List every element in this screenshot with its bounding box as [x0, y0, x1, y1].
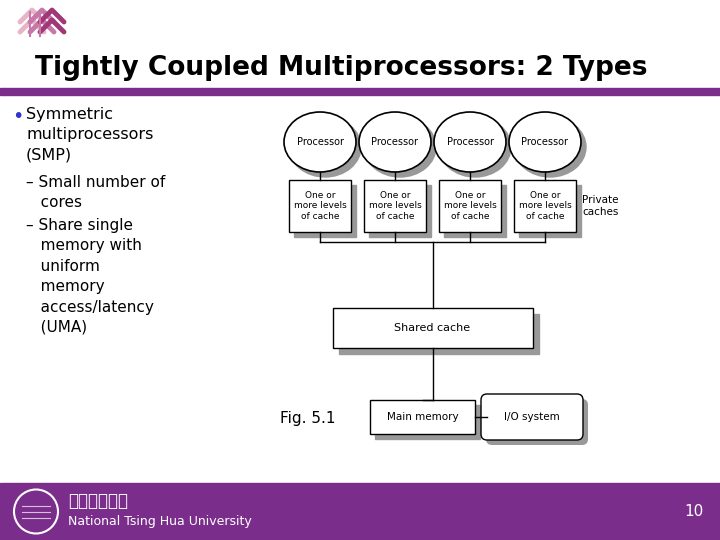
Text: Processor: Processor [297, 137, 343, 147]
Text: •: • [12, 107, 23, 126]
Ellipse shape [439, 117, 511, 177]
Ellipse shape [289, 117, 361, 177]
Text: 國立清華大學: 國立清華大學 [68, 492, 128, 510]
Bar [369, 185, 431, 237]
Text: Symmetric
multiprocessors
(SMP): Symmetric multiprocessors (SMP) [26, 107, 153, 163]
Ellipse shape [509, 112, 581, 172]
Ellipse shape [284, 112, 356, 172]
Text: One or
more levels
of cache: One or more levels of cache [369, 191, 421, 221]
Ellipse shape [434, 112, 506, 172]
Bar [375, 405, 480, 439]
Bar [0, 0, 720, 88]
Bar [364, 180, 426, 232]
Text: One or
more levels
of cache: One or more levels of cache [518, 191, 572, 221]
Bar [439, 180, 501, 232]
Bar [444, 185, 506, 237]
Text: One or
more levels
of cache: One or more levels of cache [294, 191, 346, 221]
Text: National Tsing Hua University: National Tsing Hua University [68, 515, 252, 528]
Bar [289, 180, 351, 232]
Text: Processor: Processor [521, 137, 569, 147]
Ellipse shape [364, 117, 436, 177]
FancyBboxPatch shape [481, 394, 583, 440]
Text: 10: 10 [685, 504, 704, 519]
Text: Processor: Processor [372, 137, 418, 147]
Bar [338, 314, 539, 354]
FancyBboxPatch shape [486, 399, 588, 445]
Text: – Share single
   memory with
   uniform
   memory
   access/latency
   (UMA): – Share single memory with uniform memor… [26, 218, 154, 335]
Text: Tightly Coupled Multiprocessors: 2 Types: Tightly Coupled Multiprocessors: 2 Types [35, 55, 647, 81]
Text: Fig. 5.1: Fig. 5.1 [280, 410, 336, 426]
Text: – Small number of
   cores: – Small number of cores [26, 175, 166, 211]
Bar [370, 400, 475, 434]
Text: Private
caches: Private caches [582, 195, 618, 217]
Text: Processor: Processor [446, 137, 493, 147]
Ellipse shape [514, 117, 586, 177]
Text: One or
more levels
of cache: One or more levels of cache [444, 191, 496, 221]
Bar [519, 185, 581, 237]
Bar [514, 180, 576, 232]
Text: Shared cache: Shared cache [395, 323, 471, 333]
Bar [0, 95, 720, 483]
Bar [294, 185, 356, 237]
Text: Main memory: Main memory [387, 412, 459, 422]
Ellipse shape [359, 112, 431, 172]
Bar [333, 308, 533, 348]
Bar [0, 483, 720, 540]
Bar [0, 88, 720, 95]
Text: I/O system: I/O system [504, 412, 560, 422]
